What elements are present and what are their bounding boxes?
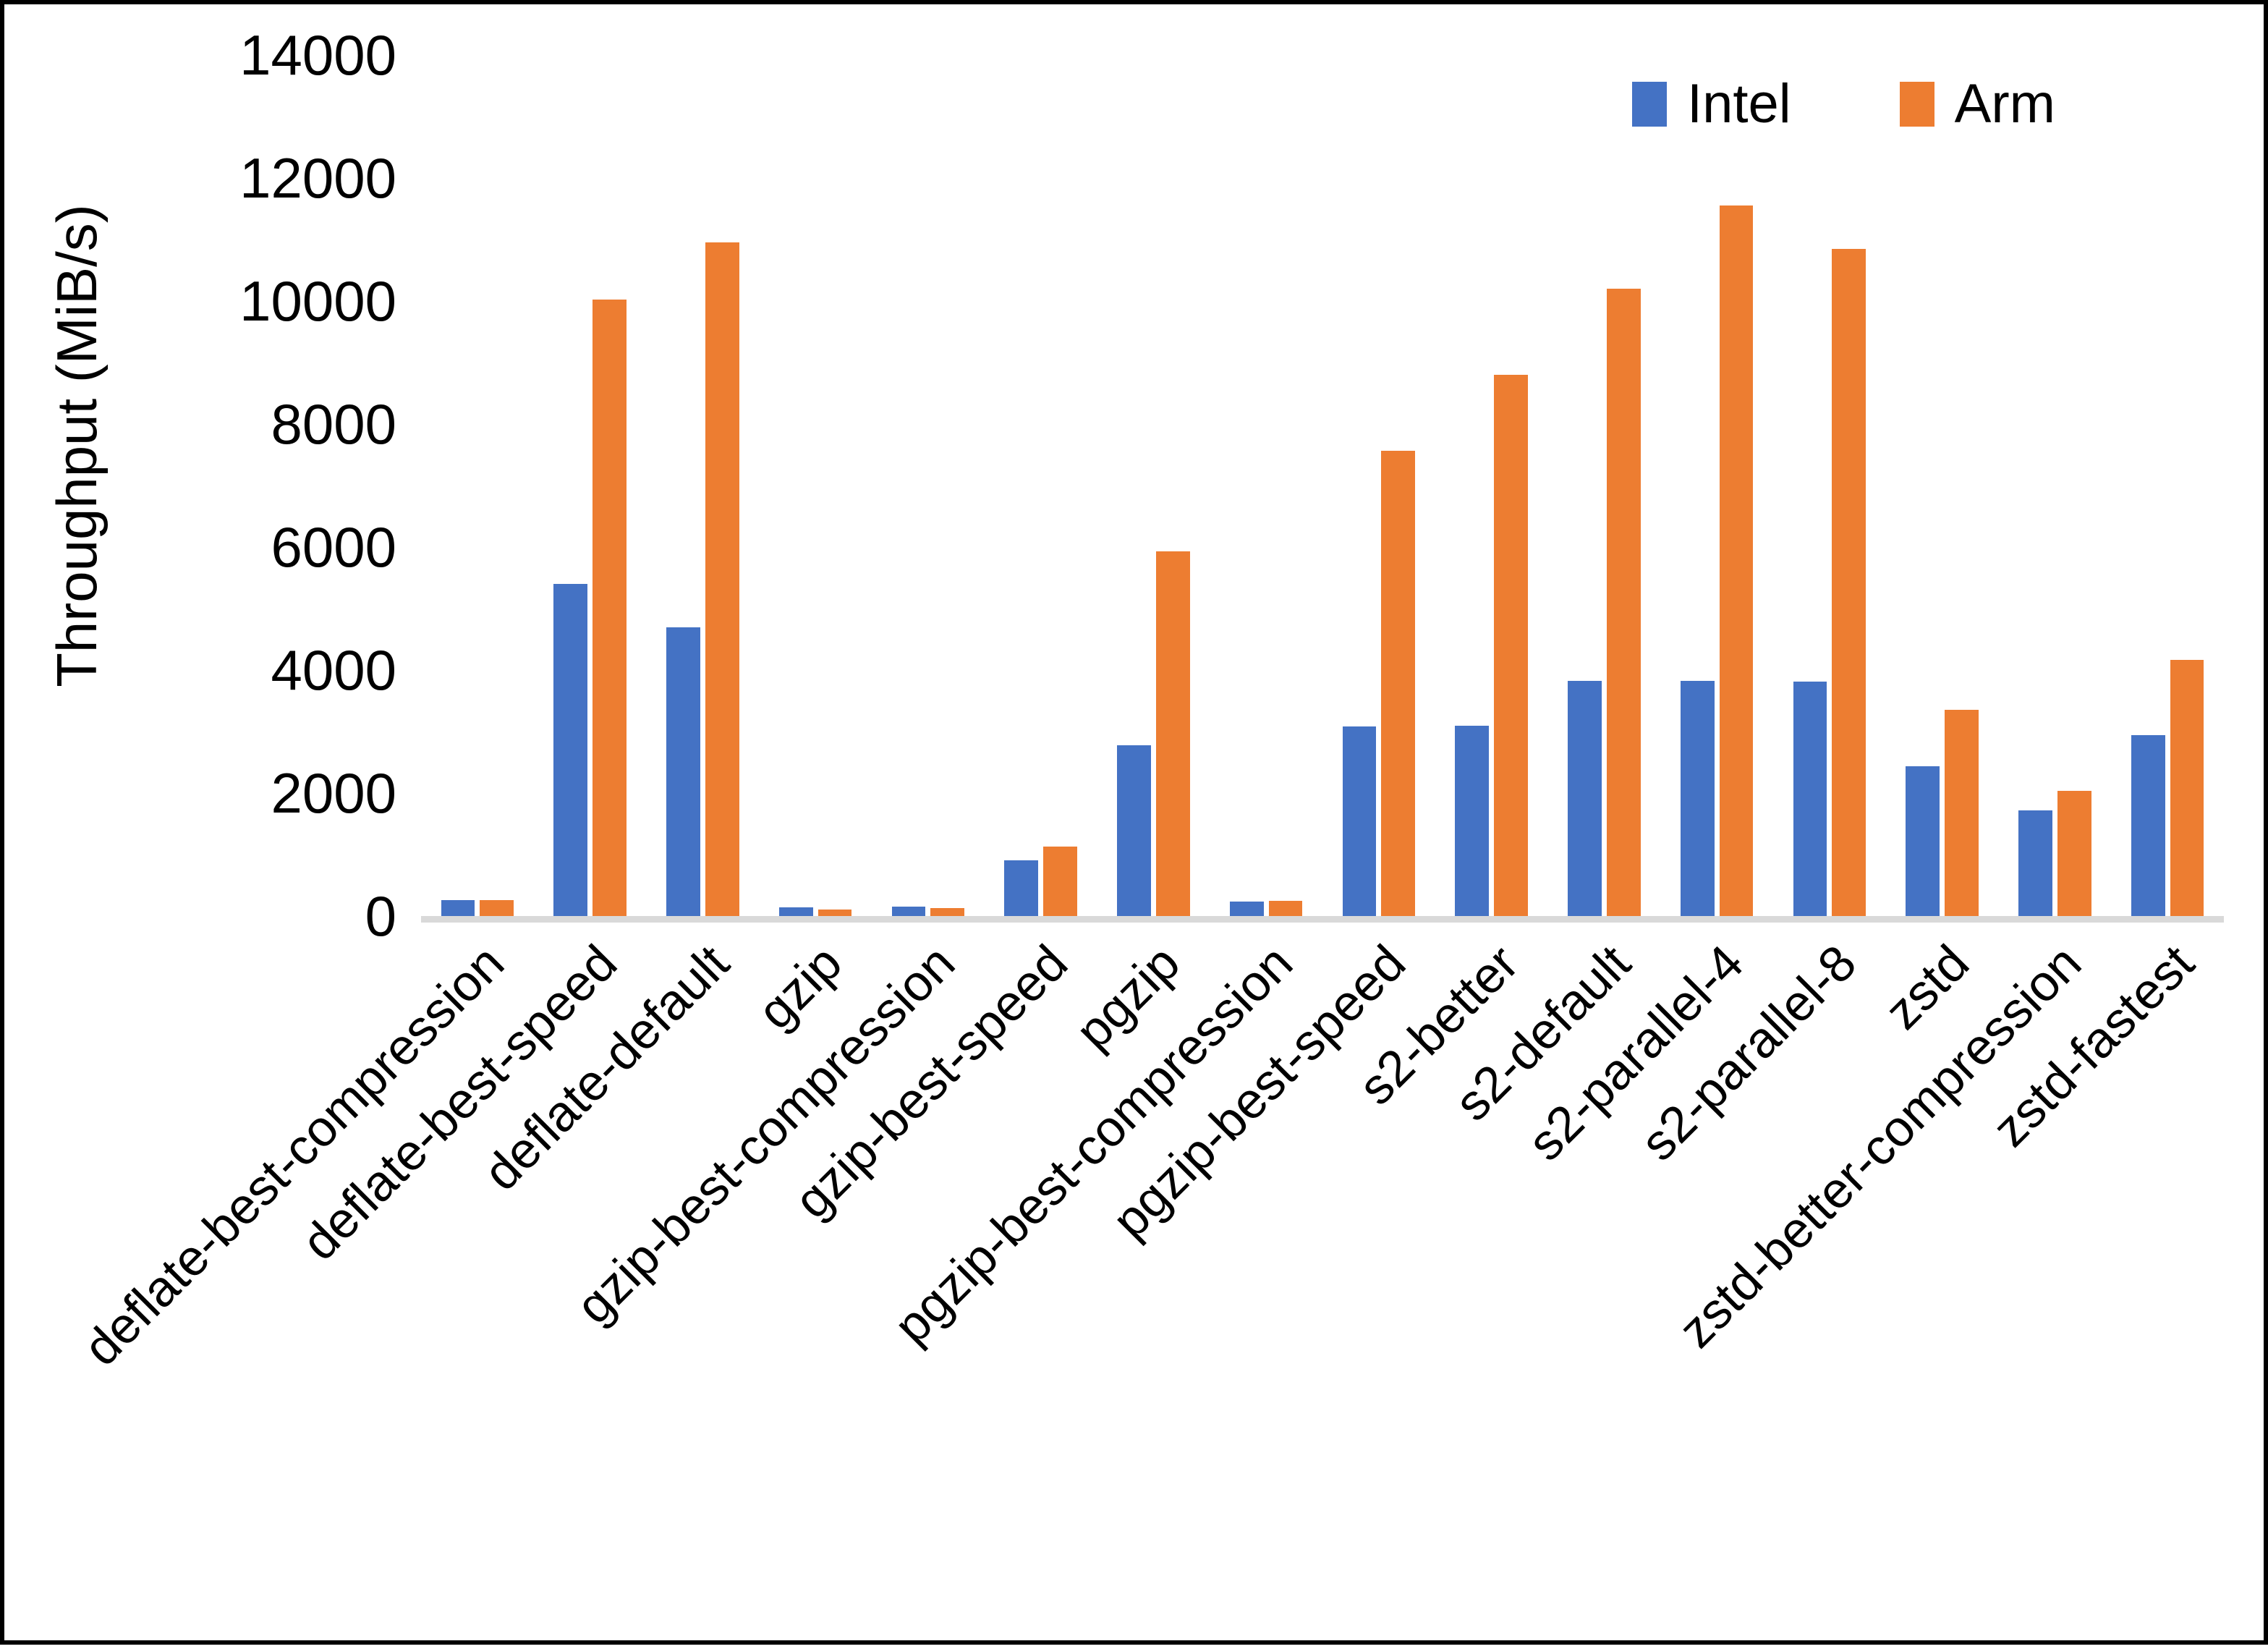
y-tick-label: 6000	[271, 515, 396, 579]
bar-group	[2111, 55, 2224, 916]
plot-area	[421, 55, 2224, 916]
bar-intel[interactable]	[891, 907, 926, 916]
bar-intel[interactable]	[553, 584, 588, 916]
bar-group	[1886, 55, 1999, 916]
bar-group	[872, 55, 985, 916]
bar-group	[1097, 55, 1210, 916]
bar-arm[interactable]	[1606, 289, 1641, 916]
y-tick-label: 14000	[239, 23, 396, 87]
legend-label-arm: Arm	[1954, 73, 2055, 135]
chart-legend: Intel Arm	[1632, 77, 2055, 132]
bar-arm[interactable]	[1381, 451, 1416, 916]
bar-group	[1660, 55, 1773, 916]
y-tick-label: 4000	[271, 638, 396, 702]
bar-intel[interactable]	[1117, 745, 1151, 916]
bar-arm[interactable]	[1155, 551, 1190, 916]
legend-label-intel: Intel	[1687, 73, 1791, 135]
bar-intel[interactable]	[441, 899, 475, 916]
x-tick-label: gzip	[747, 934, 853, 1040]
bar-arm[interactable]	[1832, 248, 1866, 916]
bar-intel[interactable]	[1568, 681, 1602, 916]
bar-group	[1435, 55, 1548, 916]
bar-group	[985, 55, 1097, 916]
bar-group	[534, 55, 647, 916]
bar-arm[interactable]	[817, 909, 852, 916]
bar-intel[interactable]	[1004, 860, 1039, 916]
intel-swatch-icon	[1632, 82, 1667, 127]
bar-arm[interactable]	[2057, 791, 2091, 916]
bar-group	[421, 55, 534, 916]
bar-intel[interactable]	[1793, 682, 1827, 916]
bar-group	[759, 55, 872, 916]
legend-item-intel[interactable]: Intel	[1632, 77, 1791, 132]
bar-group	[1210, 55, 1322, 916]
bar-group	[1999, 55, 2112, 916]
bar-arm[interactable]	[1719, 205, 1754, 916]
y-tick-label: 12000	[239, 146, 396, 210]
bar-intel[interactable]	[1342, 726, 1377, 916]
x-axis-line	[421, 916, 2224, 923]
arm-swatch-icon	[1899, 82, 1934, 127]
y-tick-label: 2000	[271, 761, 396, 825]
bar-group	[1548, 55, 1661, 916]
bar-arm[interactable]	[593, 300, 627, 916]
bar-intel[interactable]	[1906, 766, 1940, 916]
y-axis-tick-labels: 0 2000 4000 6000 8000 10000 12000 14000	[113, 4, 417, 945]
bar-arm[interactable]	[930, 907, 965, 916]
x-axis-category-labels: deflate-best-compression deflate-best-spe…	[4, 4, 2268, 1649]
bar-arm[interactable]	[2170, 660, 2204, 916]
bar-arm[interactable]	[1268, 900, 1303, 916]
x-tick-label: deflate-best-compression	[72, 934, 515, 1377]
bar-intel[interactable]	[1455, 726, 1490, 916]
bar-group	[1773, 55, 1886, 916]
y-tick-label: 0	[365, 884, 396, 948]
y-tick-label: 10000	[239, 269, 396, 333]
bar-group	[1322, 55, 1435, 916]
bar-intel[interactable]	[1229, 902, 1264, 916]
bar-intel[interactable]	[2018, 810, 2052, 916]
bar-arm[interactable]	[1494, 375, 1528, 916]
y-tick-label: 8000	[271, 392, 396, 456]
x-tick-label: zstd	[1874, 934, 1979, 1040]
legend-item-arm[interactable]: Arm	[1899, 73, 2055, 135]
bar-intel[interactable]	[778, 907, 813, 916]
bar-arm[interactable]	[705, 242, 739, 916]
bar-arm[interactable]	[1945, 710, 1979, 916]
bar-arm[interactable]	[480, 900, 514, 916]
bar-group	[647, 55, 760, 916]
bar-intel[interactable]	[666, 627, 700, 916]
bar-arm[interactable]	[1043, 846, 1077, 916]
bar-intel[interactable]	[1680, 681, 1715, 916]
bar-intel[interactable]	[2131, 735, 2165, 916]
